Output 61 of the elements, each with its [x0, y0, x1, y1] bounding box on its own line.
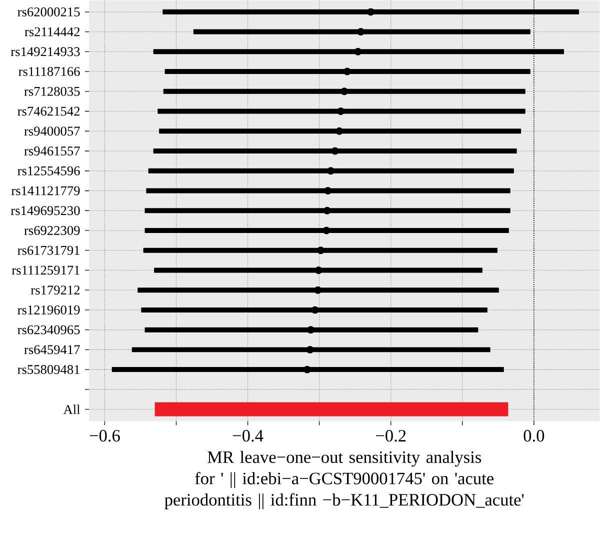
- point: [367, 8, 375, 16]
- point: [340, 88, 348, 96]
- y-tick-label: rs12554596: [18, 166, 80, 176]
- y-tick-label: rs141121779: [11, 186, 80, 196]
- bar: [132, 347, 490, 352]
- bar: [143, 248, 498, 253]
- bar: [144, 208, 510, 214]
- x-tick-label: −0.4: [232, 430, 264, 442]
- y-tick-label: rs11187166: [18, 66, 80, 76]
- y-tick-label: rs149695230: [10, 206, 80, 216]
- point: [306, 346, 314, 354]
- y-tick-label: rs2114442: [24, 27, 80, 36]
- y-tick-label: rs111259171: [12, 266, 80, 275]
- bar: [148, 168, 514, 174]
- point: [357, 28, 365, 36]
- bar: [154, 402, 508, 416]
- y-tick-label: rs55809481: [18, 364, 80, 374]
- y-tick-label: rs6459417: [24, 345, 80, 354]
- bar: [159, 128, 522, 134]
- y-tick-label: rs12196019: [18, 305, 80, 314]
- bar: [158, 108, 526, 114]
- point: [314, 286, 322, 294]
- y-tick-label: rs7128035: [24, 86, 80, 96]
- bar: [164, 68, 530, 74]
- bar: [193, 29, 530, 34]
- point: [354, 48, 362, 56]
- point: [311, 306, 319, 314]
- bar: [154, 268, 482, 273]
- bar: [153, 148, 517, 154]
- point: [322, 226, 330, 234]
- bar: [138, 288, 499, 293]
- y-tick-label: rs179212: [30, 286, 80, 294]
- y-tick-label: rs9400057: [24, 126, 80, 136]
- y-tick-label: rs74621542: [18, 106, 80, 116]
- y-tick-label: rs62000215: [18, 7, 80, 16]
- point: [314, 266, 322, 274]
- point: [331, 147, 339, 155]
- point: [323, 206, 331, 214]
- y-tick-label: rs9461557: [24, 146, 80, 156]
- point: [336, 127, 344, 135]
- y-tick-label: rs61731791: [18, 246, 80, 255]
- x-tick-label: −0.2: [376, 430, 406, 442]
- x-tick-label: 0.0: [524, 430, 544, 442]
- bar: [146, 188, 510, 194]
- y-tick-label: All: [63, 404, 80, 414]
- x-tick-label: −0.6: [90, 430, 120, 442]
- point: [317, 246, 324, 254]
- point: [303, 366, 311, 374]
- x-axis-title: MR leave−one−out sensitivity analysis for ' || id:ebi−a−GCST90001745' on 'acute periodontitis || id:finn −b−K11_PERIODON_acute': [164, 450, 524, 510]
- y-tick-label: rs149214933: [10, 47, 80, 56]
- bar: [112, 366, 504, 372]
- point: [324, 186, 332, 194]
- bar: [141, 307, 488, 312]
- bar: [144, 327, 478, 332]
- point: [337, 107, 345, 115]
- point: [306, 326, 314, 334]
- point: [327, 167, 334, 175]
- y-tick-label: rs62340965: [18, 325, 80, 334]
- bar: [144, 228, 509, 233]
- y-tick-label: rs6922309: [24, 226, 80, 235]
- bar: [163, 88, 526, 94]
